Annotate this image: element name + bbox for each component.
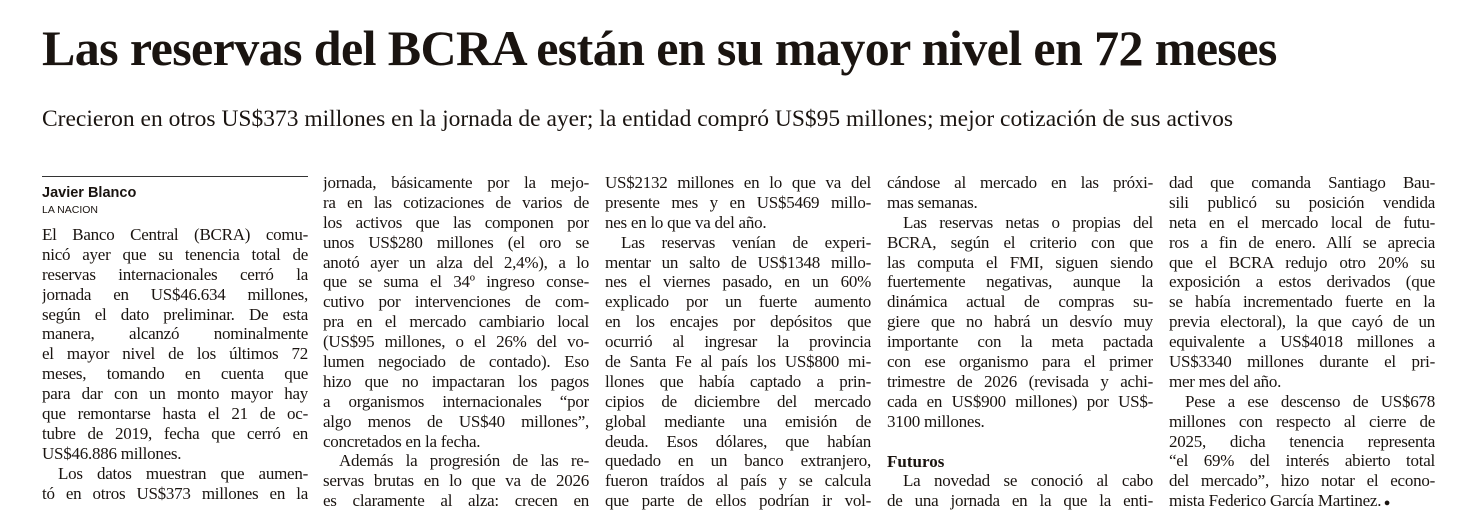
body-line: tubre de 2019, fecha que cerró en <box>42 423 308 443</box>
subheadline: Crecieron en otros US$373 millones en la… <box>42 106 1234 132</box>
body-line: hizo que no impactaran los pagos <box>323 371 589 391</box>
body-line: presente mes y en US$5469 millo- <box>605 192 871 212</box>
body-line: nes el viernes pasado, en un 60% <box>605 272 871 292</box>
body-line: previa electoral), la que cayó de un <box>1169 312 1435 332</box>
body-line: para dar con un monto mayor hay <box>42 384 308 404</box>
body-line: Las reservas netas o propias del <box>903 212 1153 232</box>
body-line: US$2132 millones en lo que va del <box>605 173 871 192</box>
body-line: Las reservas venían de experi- <box>621 232 871 252</box>
body-line: global mediante una emisión de <box>605 411 871 431</box>
byline-outlet: LA NACION <box>42 204 99 216</box>
body-line: jornada en US$46.634 millones, <box>42 284 308 304</box>
body-line: Además la progresión de las re- <box>339 451 589 471</box>
body-line: 3100 millones. <box>887 411 985 431</box>
body-line: de una jornada en la que la enti- <box>887 491 1153 511</box>
body-line: neta en el mercado local de futu- <box>1169 212 1435 232</box>
body-line: 2025, dicha tenencia representa <box>1169 431 1435 451</box>
body-line: cutivo por intervenciones de com- <box>323 292 589 312</box>
text-column: dad que comanda Santiago Bau-sili public… <box>1169 173 1435 511</box>
body-line: Los datos muestran que aumen- <box>58 463 308 483</box>
body-line: La novedad se conoció al cabo <box>903 471 1153 491</box>
body-line: explicado por un fuerte aumento <box>605 292 871 312</box>
body-line: cándose al mercado en las próxi- <box>887 173 1153 192</box>
text-column: US$2132 millones en lo que va del present… <box>605 173 871 511</box>
body-line: que remontarse hasta el 21 de oc- <box>42 404 308 424</box>
body-line: mer mes del año. <box>1169 371 1282 391</box>
body-line: cipios de diciembre del mercado <box>605 391 871 411</box>
body-line: deuda. Esos dólares, que habían <box>605 431 871 451</box>
body-line: ra en las cotizaciones de varios de <box>323 192 589 212</box>
body-line: con ese organismo para el primer <box>887 352 1153 372</box>
body-line: millones con respecto al cierre de <box>1169 411 1435 431</box>
body-line: es claramente al alza: crecen en <box>323 491 589 511</box>
body-line: nes en lo que va del año. <box>605 212 767 232</box>
text-column: jornada, básicamente por la mejo-ra en l… <box>323 173 589 511</box>
body-line: algo menos de US$40 millones”, <box>323 411 589 431</box>
body-line: dinámica actual de compras su- <box>887 292 1153 312</box>
body-line: jornada, básicamente por la mejo- <box>323 173 589 192</box>
body-line: Pese a ese descenso de US$678 <box>1185 391 1435 411</box>
section-heading: Futuros <box>887 451 945 471</box>
body-line: de Santa Fe al país los US$800 mi- <box>605 352 871 372</box>
body-line: trimestre de 2026 (revisada y achi- <box>887 371 1153 391</box>
body-line: llones que había captado a prin- <box>605 371 871 391</box>
body-line: reservas internacionales cerró la <box>42 264 308 284</box>
body-line: que se suma el 34º ingreso conse- <box>323 272 589 292</box>
body-line: servas brutas en lo que va de 2026 <box>323 471 589 491</box>
byline-rule <box>42 176 308 177</box>
body-line: El Banco Central (BCRA) comu- <box>42 225 308 244</box>
body-line: US$46.886 millones. <box>42 443 182 463</box>
body-line: quedado en un banco extranjero, <box>605 451 871 471</box>
body-line: anotó ayer un alza del 2,4%), a lo <box>323 252 589 272</box>
body-line: mentar un salto de US$1348 millo- <box>605 252 871 272</box>
body-line: nicó ayer que su tenencia total de <box>42 244 308 264</box>
text-column: Javier Blanco LA NACION El Banco Central (… <box>42 176 308 503</box>
body-line: que el BCRA redujo otro 20% su <box>1169 252 1435 272</box>
body-line: concretados en la fecha. <box>323 431 481 451</box>
body-line: el mayor nivel de los últimos 72 <box>42 344 308 364</box>
body-line: ocurrió al ingresar la provincia <box>605 332 871 352</box>
body-line: lumen negociado de contado). Eso <box>323 352 589 372</box>
body-line: se había incrementado fuerte en la <box>1169 292 1435 312</box>
body-line: cada en US$900 millones) por US$- <box>887 391 1153 411</box>
body-line: equivalente a US$4018 millones a <box>1169 332 1435 352</box>
body-line: meses, tomando en cuenta que <box>42 364 308 384</box>
body-line: los activos que las componen por <box>323 212 589 232</box>
body-line: sili publicó su posición vendida <box>1169 192 1435 212</box>
body-line: en los encajes por depósitos que <box>605 312 871 332</box>
body-line: exposición a estos derivados (que <box>1169 272 1435 292</box>
text-column: cándose al mercado en las próxi-mas sema… <box>887 173 1153 511</box>
body-line: “el 69% del interés abierto total <box>1169 451 1435 471</box>
body-line: giere que no habrá un desvío muy <box>887 312 1153 332</box>
body-line: fuertemente negativas, aunque la <box>887 272 1153 292</box>
body-line: tó en otros US$373 millones en la <box>42 483 308 503</box>
body-line: que parte de ellos podrían ir vol- <box>605 491 871 511</box>
body-line: fueron traídos al país y se calcula <box>605 471 871 491</box>
body-line: (US$95 millones, o el 26% del vo- <box>323 332 589 352</box>
body-line: las computa el FMI, siguen siendo <box>887 252 1153 272</box>
body-line: ros a fin de enero. Allí se aprecia <box>1169 232 1435 252</box>
body-line: del mercado”, hizo notar el econo- <box>1169 471 1435 491</box>
body-line: dad que comanda Santiago Bau- <box>1169 173 1435 192</box>
byline-author: Javier Blanco <box>42 185 137 201</box>
body-line: pra en el mercado cambiario local <box>323 312 589 332</box>
body-line: manera, alcanzó nominalmente <box>42 324 308 344</box>
body-line: importante con la meta pactada <box>887 332 1153 352</box>
body-line: según el dato preliminar. De esta <box>42 304 308 324</box>
body-line: mista Federico García Martinez. <box>1169 491 1435 511</box>
body-line: US$3340 millones durante el pri- <box>1169 352 1435 372</box>
body-line: mas semanas. <box>887 192 978 212</box>
body-line: a organismos internacionales “por <box>323 391 589 411</box>
body-line: BCRA, según el criterio con que <box>887 232 1153 252</box>
headline: Las reservas del BCRA están en su mayor … <box>42 20 1277 76</box>
body-line: unos US$280 millones (el oro se <box>323 232 589 252</box>
